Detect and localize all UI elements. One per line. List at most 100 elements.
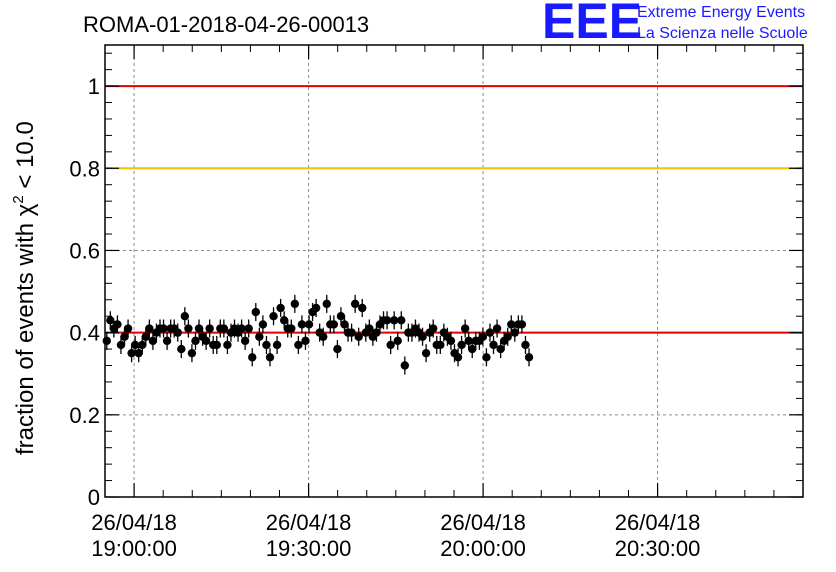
org-name-line2: La Scienza nelle Scuole (637, 25, 808, 42)
data-point (180, 312, 190, 321)
data-point (113, 320, 122, 329)
data-point (269, 312, 278, 321)
chart-title: ROMA-01-2018-04-26-00013 (83, 12, 369, 37)
data-point (184, 324, 193, 333)
x-tick-label-date: 26/04/18 (440, 510, 526, 535)
data-point (130, 340, 140, 350)
data-point (460, 324, 470, 333)
y-axis-label-main: fraction of events with χ (12, 203, 39, 455)
data-point (393, 336, 402, 346)
x-tick-label-date: 26/04/18 (266, 510, 352, 535)
data-point (496, 344, 505, 354)
data-point (492, 324, 502, 333)
data-point (365, 324, 374, 333)
data-point (358, 303, 367, 313)
data-point (517, 320, 527, 329)
data-point (159, 324, 168, 333)
data-point (248, 353, 257, 362)
data-point (191, 336, 200, 346)
reference-lines (105, 85, 803, 334)
data-point (478, 332, 488, 341)
data-point (120, 332, 129, 341)
data-point (187, 348, 197, 358)
x-tick-label-date: 26/04/18 (615, 510, 701, 535)
data-point (510, 328, 520, 337)
eee-logo: EEE Extreme Energy Events La Scienza nel… (542, 0, 808, 49)
data-point (177, 344, 186, 354)
y-tick-label: 0.6 (69, 238, 100, 263)
plot-frame (104, 44, 804, 498)
data-point (372, 328, 381, 337)
y-tick-label: 0 (88, 485, 100, 510)
data-point (418, 332, 427, 341)
data-point (485, 328, 495, 337)
data-point (116, 340, 126, 350)
data-point (468, 344, 477, 354)
data-point (138, 340, 147, 350)
x-tick-label-time: 19:00:00 (91, 536, 177, 561)
x-tick-label-time: 20:00:00 (440, 536, 526, 561)
data-point (276, 303, 285, 313)
data-point (205, 324, 214, 333)
data-point (329, 320, 339, 329)
data-point (389, 316, 399, 325)
data-point (294, 340, 303, 350)
data-point (489, 340, 498, 350)
data-point (265, 353, 275, 362)
data-point (336, 312, 346, 321)
data-point (240, 336, 250, 346)
axis-ticks (105, 45, 804, 498)
data-point (219, 324, 229, 333)
data-point (354, 332, 363, 341)
data-point (524, 353, 534, 362)
data-point (134, 348, 143, 358)
data-point (145, 324, 154, 333)
data-point (244, 324, 253, 333)
data-point (507, 320, 516, 329)
x-tick-label-date: 26/04/18 (91, 510, 177, 535)
data-point (397, 316, 406, 325)
data-point (106, 316, 115, 325)
data-point (301, 336, 310, 346)
data-point (223, 340, 232, 350)
data-point (322, 299, 331, 309)
data-point (304, 320, 314, 329)
data-point (201, 336, 211, 346)
data-point (436, 340, 445, 350)
data-point (482, 353, 491, 362)
data-point (290, 299, 300, 309)
data-point (297, 320, 307, 329)
data-point (141, 332, 151, 341)
x-tick-label-time: 20:30:00 (615, 536, 701, 561)
data-point (127, 348, 136, 358)
data-point (258, 320, 268, 329)
y-axis-label-sup: 2 (10, 195, 27, 203)
data-point (148, 336, 158, 346)
data-point (262, 340, 271, 350)
grid (105, 45, 803, 497)
data-point (194, 324, 204, 333)
y-tick-label: 0.8 (69, 156, 100, 181)
data-point (237, 324, 246, 333)
data-point (457, 340, 466, 350)
y-tick-labels: 0 0.2 0.4 0.6 0.8 1 (69, 74, 100, 510)
data-point (503, 332, 512, 341)
data-point (386, 340, 395, 350)
data-point (429, 324, 438, 333)
data-point (350, 299, 360, 309)
data-point (464, 336, 473, 346)
data-point (212, 340, 221, 350)
data-point (382, 316, 392, 325)
x-tick-labels: 26/04/1819:00:0026/04/1819:30:0026/04/18… (91, 510, 700, 561)
data-point (421, 348, 431, 358)
data-point (340, 320, 349, 329)
data-point (251, 307, 260, 317)
y-axis-label-tail: < 10.0 (12, 121, 39, 195)
data-point (255, 332, 264, 341)
x-tick-label-time: 19:30:00 (266, 536, 352, 561)
data-point (521, 340, 530, 350)
org-name-line1: Extreme Energy Events (637, 4, 805, 21)
data-point (102, 336, 111, 346)
y-tick-label: 0.4 (69, 321, 100, 346)
